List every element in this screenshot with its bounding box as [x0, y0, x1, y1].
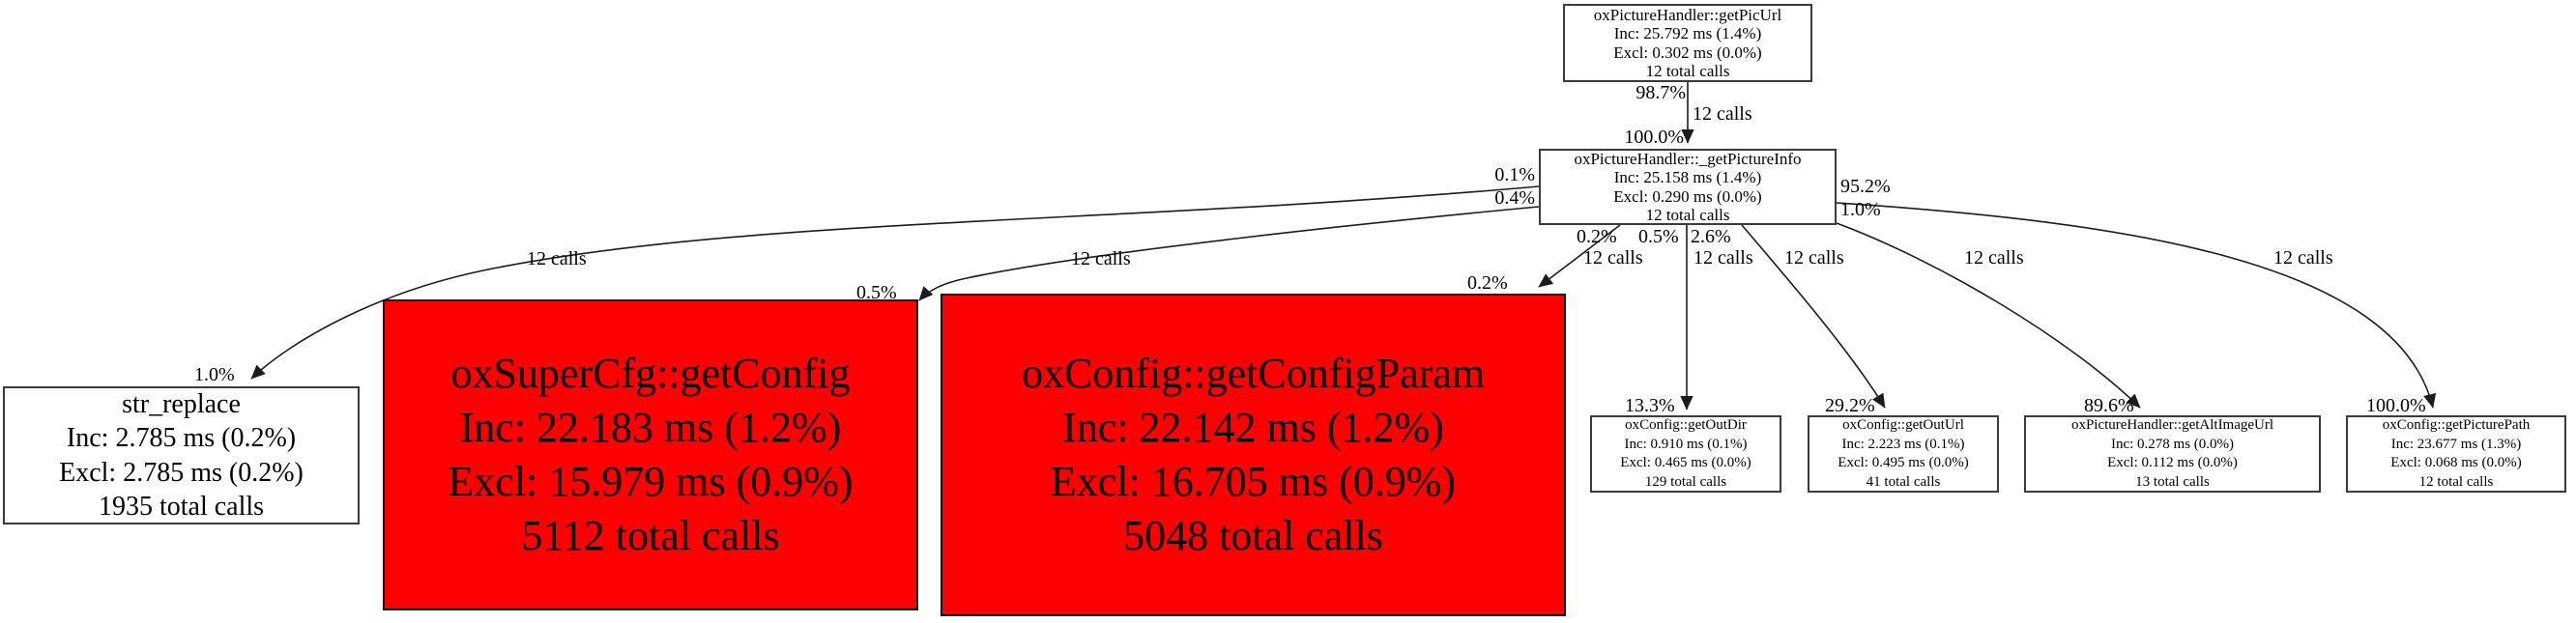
call-count: 12 total calls — [1645, 206, 1730, 224]
inclusive-time: Inc: 2.785 ms (0.2%) — [66, 423, 297, 453]
inclusive-time: Inc: 23.677 ms (1.3%) — [2390, 436, 2522, 452]
call-count: 5112 total calls — [521, 512, 780, 559]
node-oxpicturehandler-getpicurl[interactable]: oxPictureHandler::getPicUrl Inc: 25.792 … — [1563, 4, 1812, 82]
node-oxsupercfg-getconfig[interactable]: oxSuperCfg::getConfig Inc: 22.183 ms (1.… — [383, 299, 918, 610]
edge-target-percent: 0.2% — [1467, 272, 1508, 294]
edge-source-percent: 0.2% — [1577, 226, 1617, 247]
function-name: oxConfig::getPicturePath — [2382, 417, 2531, 433]
edge-source-percent: 0.1% — [1494, 164, 1535, 185]
exclusive-time: Excl: 0.112 ms (0.0%) — [2107, 455, 2238, 470]
call-count: 129 total calls — [1644, 473, 1727, 490]
call-count: 12 total calls — [2418, 473, 2494, 490]
edge-source-percent: 0.5% — [1638, 226, 1679, 247]
edge-target-percent: 100.0% — [1624, 127, 1684, 148]
edge-call-count: 12 calls — [1583, 247, 1643, 269]
exclusive-time: Excl: 16.705 ms (0.9%) — [1050, 458, 1457, 505]
node-oxconfig-getpicturepath[interactable]: oxConfig::getPicturePath Inc: 23.677 ms … — [2346, 415, 2566, 493]
inclusive-time: Inc: 25.158 ms (1.4%) — [1613, 168, 1762, 186]
function-name: oxPictureHandler::getPicUrl — [1593, 5, 1782, 24]
edge-getpictureinfo-to-getouturl — [1741, 224, 1886, 409]
call-count: 41 total calls — [1866, 473, 1941, 490]
edge-target-percent: 100.0% — [2366, 395, 2426, 416]
edge-target-percent: 0.5% — [856, 282, 897, 303]
edge-source-percent: 1.0% — [1840, 199, 1881, 220]
inclusive-time: Inc: 22.183 ms (1.2%) — [459, 404, 842, 451]
edge-call-count: 12 calls — [2273, 247, 2333, 269]
function-name: oxConfig::getOutDir — [1625, 417, 1747, 433]
exclusive-time: Excl: 0.465 ms (0.0%) — [1620, 455, 1751, 470]
function-name: oxPictureHandler::_getPictureInfo — [1574, 149, 1802, 168]
edge-source-percent: 0.4% — [1494, 187, 1535, 209]
inclusive-time: Inc: 0.910 ms (0.1%) — [1624, 436, 1748, 452]
edge-target-percent: 1.0% — [194, 364, 235, 385]
exclusive-time: Excl: 15.979 ms (0.9%) — [448, 458, 854, 505]
node-oxpicturehandler-getaltimageurl[interactable]: oxPictureHandler::getAltImageUrl Inc: 0.… — [2024, 415, 2321, 493]
exclusive-time: Excl: 0.495 ms (0.0%) — [1838, 455, 1969, 470]
edge-call-count: 12 calls — [1693, 247, 1753, 269]
node-oxconfig-getouturl[interactable]: oxConfig::getOutUrl Inc: 2.223 ms (0.1%)… — [1808, 415, 1999, 493]
edge-call-count: 12 calls — [1964, 247, 2024, 269]
edge-source-percent: 2.6% — [1691, 226, 1731, 247]
node-oxconfig-getoutdir[interactable]: oxConfig::getOutDir Inc: 0.910 ms (0.1%)… — [1590, 415, 1781, 493]
edge-target-percent: 29.2% — [1825, 395, 1875, 416]
inclusive-time: Inc: 2.223 ms (0.1%) — [1841, 436, 1965, 452]
edge-getpictureinfo-to-getaltimageurl — [1836, 222, 2141, 409]
edge-source-percent: 95.2% — [1840, 176, 1891, 197]
edge-call-count: 12 calls — [1784, 247, 1844, 269]
exclusive-time: Excl: 2.785 ms (0.2%) — [59, 457, 304, 488]
exclusive-time: Excl: 0.302 ms (0.0%) — [1613, 42, 1762, 62]
call-count: 13 total calls — [2135, 473, 2210, 490]
function-name: oxConfig::getOutUrl — [1842, 417, 1964, 433]
function-name: oxConfig::getConfigParam — [1021, 350, 1486, 397]
inclusive-time: Inc: 25.792 ms (1.4%) — [1613, 24, 1762, 42]
edge-getpictureinfo-to-getpicturepath — [1836, 202, 2437, 409]
edge-getpictureinfo-to-getconfigparam — [1538, 224, 1621, 288]
function-name: str_replace — [122, 388, 241, 419]
edge-source-percent: 98.7% — [1635, 82, 1686, 103]
inclusive-time: Inc: 0.278 ms (0.0%) — [2110, 436, 2235, 452]
call-count: 12 total calls — [1645, 62, 1730, 80]
node-str-replace[interactable]: str_replace Inc: 2.785 ms (0.2%) Excl: 2… — [3, 386, 360, 524]
function-name: oxPictureHandler::getAltImageUrl — [2070, 417, 2274, 433]
edge-getpictureinfo-to-getconfig — [918, 206, 1540, 301]
edge-target-percent: 89.6% — [2084, 395, 2134, 416]
node-oxpicturehandler-getpictureinfo[interactable]: oxPictureHandler::_getPictureInfo Inc: 2… — [1539, 149, 1837, 225]
inclusive-time: Inc: 22.142 ms (1.2%) — [1062, 404, 1444, 451]
edge-call-count: 12 calls — [1071, 248, 1131, 269]
function-name: oxSuperCfg::getConfig — [450, 350, 851, 397]
edge-target-percent: 13.3% — [1625, 395, 1675, 416]
edge-call-count: 12 calls — [1693, 103, 1752, 125]
edge-call-count: 12 calls — [527, 248, 587, 269]
exclusive-time: Excl: 0.290 ms (0.0%) — [1613, 186, 1762, 206]
call-count: 5048 total calls — [1123, 512, 1383, 559]
call-count: 1935 total calls — [98, 492, 265, 522]
node-oxconfig-getconfigparam[interactable]: oxConfig::getConfigParam Inc: 22.142 ms … — [941, 294, 1566, 616]
exclusive-time: Excl: 0.068 ms (0.0%) — [2390, 455, 2522, 470]
edge-getpictureinfo-to-strreplace — [250, 185, 1540, 380]
